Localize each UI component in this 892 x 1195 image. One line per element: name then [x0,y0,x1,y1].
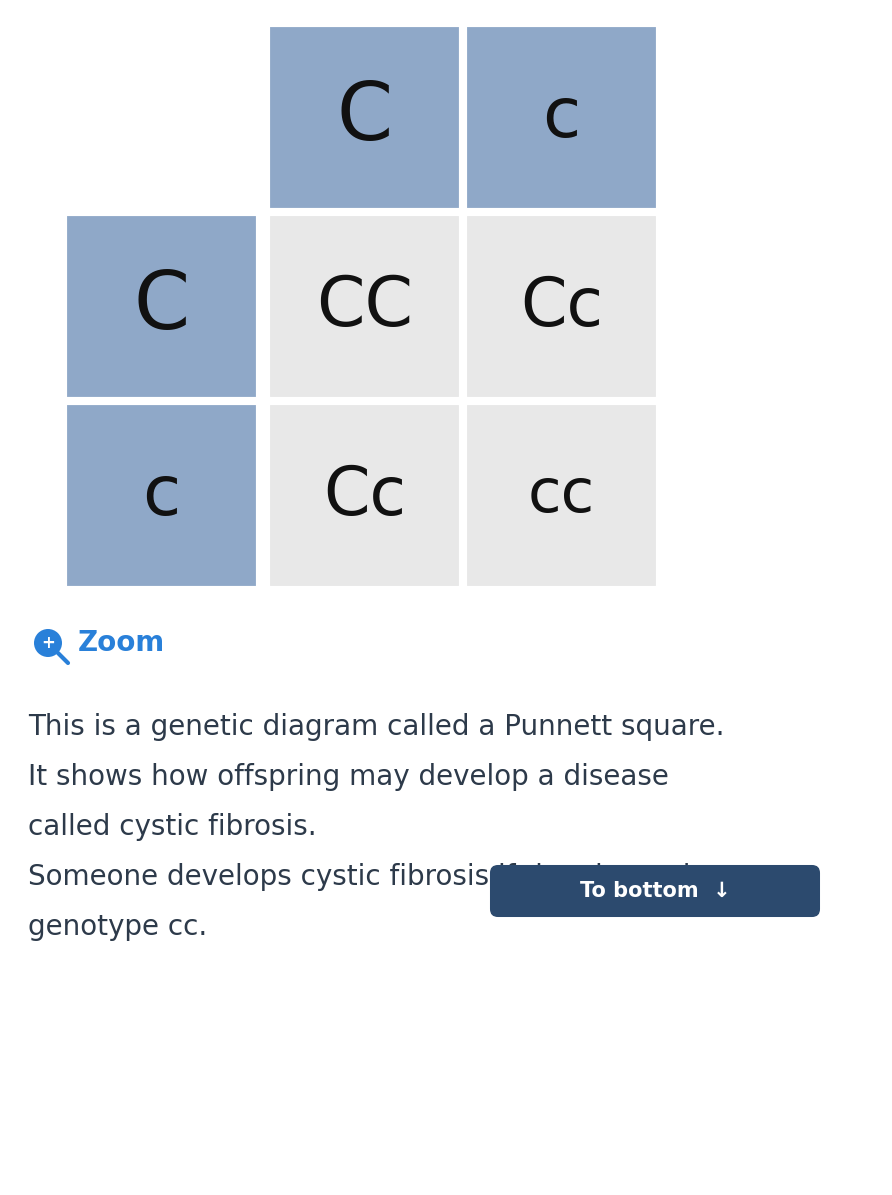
Text: C: C [336,79,392,157]
Text: This is a genetic diagram called a Punnett square.: This is a genetic diagram called a Punne… [28,713,724,741]
FancyBboxPatch shape [490,865,820,917]
FancyBboxPatch shape [268,25,461,210]
Text: CC: CC [316,272,413,341]
FancyBboxPatch shape [465,25,658,210]
Circle shape [34,629,62,657]
FancyBboxPatch shape [65,214,258,399]
Text: It shows how offspring may develop a disease: It shows how offspring may develop a dis… [28,762,669,791]
Text: Cc: Cc [323,462,406,528]
Text: Zoom: Zoom [78,629,165,657]
Text: To bottom  ↓: To bottom ↓ [580,881,731,901]
Text: Someone develops cystic fibrosis if they have the: Someone develops cystic fibrosis if they… [28,863,717,891]
Text: c: c [143,462,180,529]
Text: called cystic fibrosis.: called cystic fibrosis. [28,813,317,841]
Text: Cc: Cc [520,274,603,339]
Text: cc: cc [528,466,595,525]
FancyBboxPatch shape [65,403,258,588]
FancyBboxPatch shape [465,214,658,399]
Text: C: C [134,268,190,345]
FancyBboxPatch shape [268,214,461,399]
Text: genotype cc.: genotype cc. [28,913,207,940]
Text: +: + [41,635,55,652]
Text: c: c [542,84,581,151]
FancyBboxPatch shape [268,403,461,588]
FancyBboxPatch shape [465,403,658,588]
